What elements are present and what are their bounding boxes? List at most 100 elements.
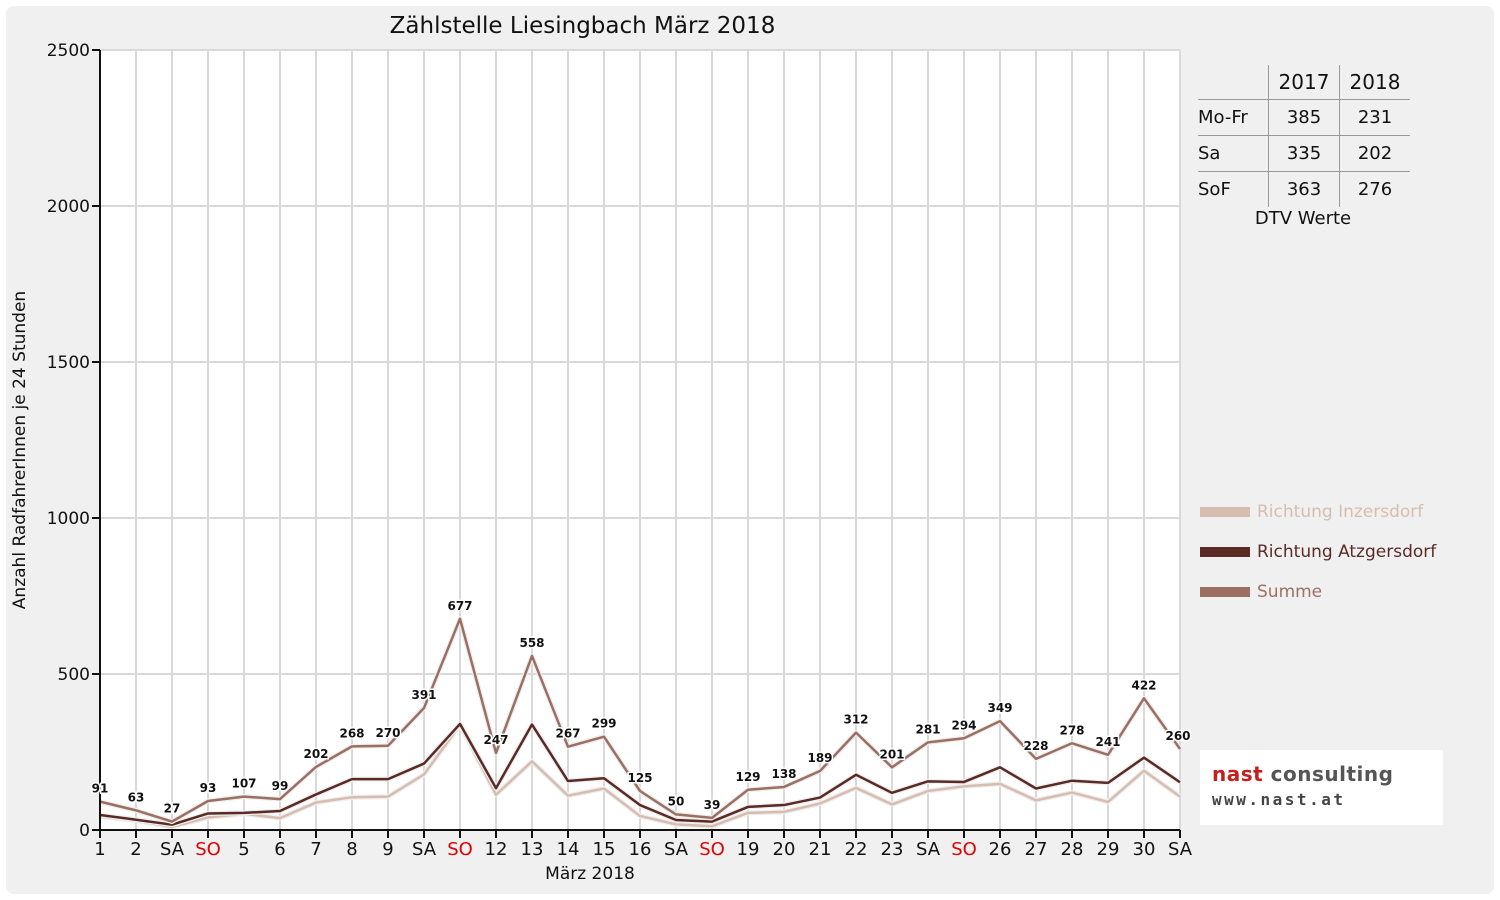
legend-label: Summe (1257, 582, 1323, 602)
legend-item-summe: Summe (1200, 572, 1436, 612)
nast-consulting-logo: nast consulting www.nast.at (1200, 750, 1443, 825)
data-label: 247 (483, 733, 508, 747)
data-label: 558 (519, 636, 544, 650)
data-label: 267 (555, 727, 580, 741)
x-tick-label: 6 (274, 839, 285, 860)
y-tick-label: 1500 (47, 353, 90, 373)
dtv-cell: 231 (1339, 99, 1410, 136)
data-label: 294 (951, 718, 976, 732)
data-label: 63 (128, 790, 145, 804)
dtv-header-2018: 2018 (1339, 65, 1410, 100)
x-tick-label: 12 (485, 839, 508, 860)
y-tick-label: 1000 (47, 509, 90, 529)
dtv-row-label: SoF (1198, 171, 1269, 207)
y-tick-label: 2500 (47, 41, 90, 61)
data-label: 281 (915, 722, 940, 736)
dtv-cell: 202 (1339, 135, 1410, 172)
legend-item-atzgersdorf: Richtung Atzgersdorf (1200, 532, 1436, 572)
data-label: 107 (231, 777, 256, 791)
x-tick-label: SO (699, 839, 725, 860)
x-tick-label: SA (1168, 839, 1193, 860)
data-label: 312 (843, 713, 868, 727)
series-line (99, 723, 1181, 829)
dtv-row-sa: Sa 335 202 (1198, 135, 1410, 172)
x-tick-label: 9 (382, 839, 393, 860)
data-label: 391 (411, 688, 436, 702)
data-label: 91 (92, 782, 109, 796)
legend-swatch (1200, 507, 1250, 517)
dtv-caption: DTV Werte (1254, 208, 1352, 229)
dtv-table: 2017 2018 Mo-Fr 385 231 Sa 335 202 SoF 3… (1198, 65, 1410, 207)
data-label: 268 (339, 726, 364, 740)
x-tick-label: SA (664, 839, 689, 860)
x-tick-label: 13 (521, 839, 544, 860)
y-tick-label: 0 (79, 821, 90, 841)
x-tick-label: 14 (557, 839, 580, 860)
x-tick-label: SA (412, 839, 437, 860)
dtv-cell: 335 (1268, 135, 1340, 172)
data-label: 99 (272, 779, 289, 793)
x-tick-label: 8 (346, 839, 357, 860)
data-label: 260 (1165, 729, 1190, 743)
logo-name-accent: nast (1212, 762, 1264, 786)
x-tick-label: 22 (845, 839, 868, 860)
x-tick-label: 29 (1097, 839, 1120, 860)
x-tick-label: 5 (238, 839, 249, 860)
x-tick-label: 30 (1133, 839, 1156, 860)
series-line (99, 617, 1182, 823)
x-tick-label: 2 (130, 839, 141, 860)
x-tick-label: 7 (310, 839, 321, 860)
data-label: 299 (591, 717, 616, 731)
data-label: 228 (1023, 739, 1048, 753)
x-tick-label: SO (951, 839, 977, 860)
logo-name: nast consulting (1212, 762, 1393, 786)
data-label: 201 (879, 747, 904, 761)
x-tick-label: SA (916, 839, 941, 860)
logo-name-rest: consulting (1263, 762, 1394, 786)
x-tick-label: 16 (629, 839, 652, 860)
y-tick-label: 500 (58, 665, 90, 685)
x-tick-label: 1 (94, 839, 105, 860)
data-label: 27 (164, 802, 181, 816)
data-label: 278 (1059, 723, 1084, 737)
dtv-row-sof: SoF 363 276 (1198, 171, 1410, 207)
x-tick-label: 19 (737, 839, 760, 860)
dtv-cell: 363 (1268, 171, 1340, 207)
data-label: 241 (1095, 735, 1120, 749)
legend: Richtung Inzersdorf Richtung Atzgersdorf… (1200, 492, 1436, 612)
chart-title: Zählstelle Liesingbach März 2018 (389, 13, 776, 39)
dtv-cell: 276 (1357, 179, 1393, 200)
dtv-cell: 385 (1268, 99, 1340, 136)
logo-url: www.nast.at (1212, 790, 1346, 809)
dtv-header-2017: 2017 (1268, 65, 1340, 100)
data-label: 50 (668, 794, 685, 808)
data-label: 202 (303, 747, 328, 761)
legend-label: Richtung Atzgersdorf (1257, 542, 1437, 562)
x-tick-label: 27 (1025, 839, 1048, 860)
legend-item-inzersdorf: Richtung Inzersdorf (1200, 492, 1436, 532)
x-tick-label: SO (195, 839, 221, 860)
dtv-corner (1198, 65, 1269, 100)
x-axis-label: März 2018 (545, 864, 635, 884)
data-label: 270 (375, 726, 400, 740)
data-label: 129 (735, 770, 760, 784)
x-tick-label: 20 (773, 839, 796, 860)
data-label: 125 (627, 771, 652, 785)
data-label: 138 (771, 767, 796, 781)
data-label: 422 (1131, 678, 1156, 692)
x-tick-label: 21 (809, 839, 832, 860)
data-label: 189 (807, 751, 832, 765)
dtv-row-mofr: Mo-Fr 385 231 (1198, 99, 1410, 136)
data-label: 349 (987, 701, 1012, 715)
x-tick-label: 23 (881, 839, 904, 860)
dtv-row-label: Sa (1198, 135, 1269, 172)
legend-swatch (1200, 547, 1250, 557)
y-tick-label: 2000 (47, 197, 90, 217)
x-tick-label: 15 (593, 839, 616, 860)
x-tick-label: SO (447, 839, 473, 860)
data-label: 93 (200, 781, 217, 795)
x-tick-label: 28 (1061, 839, 1084, 860)
legend-label: Richtung Inzersdorf (1257, 502, 1424, 522)
dtv-row-label: Mo-Fr (1198, 99, 1269, 136)
